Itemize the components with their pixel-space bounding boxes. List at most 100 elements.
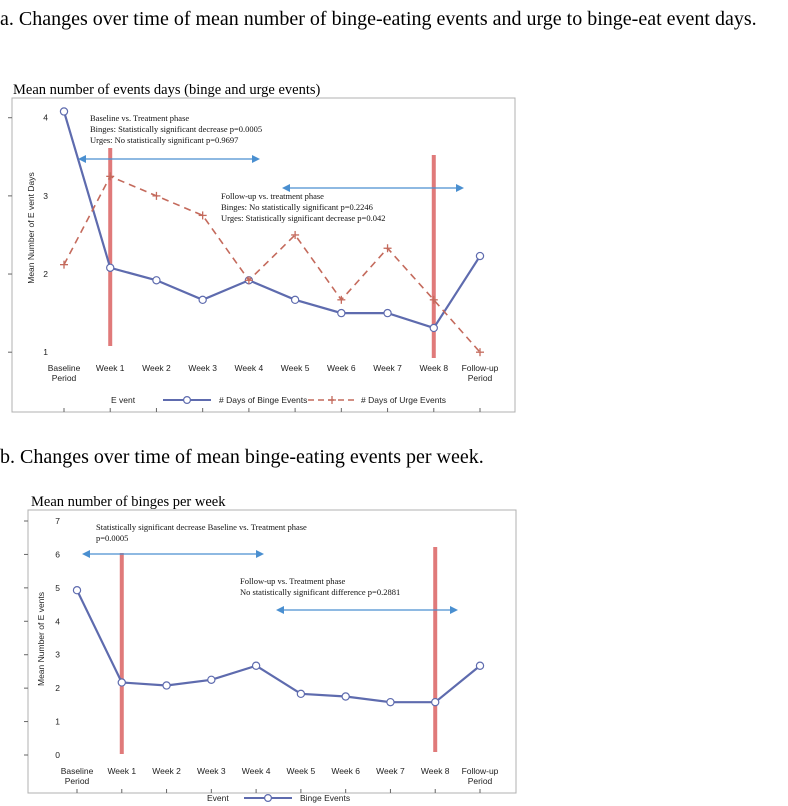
- chart-b-y-tick-label: 0: [55, 750, 60, 760]
- chart-b-double-arrow: [276, 606, 458, 614]
- chart-b-arrow-head-left: [82, 550, 90, 558]
- chart-a-annotation: Baseline vs. Treatment phase Binges: Stat…: [90, 113, 262, 145]
- chart-b-y-tick-label: 2: [55, 683, 60, 693]
- chart-b-point-circle: [162, 681, 171, 690]
- chart-a-arrow-head-left: [78, 155, 86, 163]
- chart-b-y-axis-label: Mean Number of E vents: [36, 592, 46, 686]
- chart-b-double-arrow: [82, 550, 264, 558]
- chart-a-annotation-line: Baseline vs. Treatment phase: [90, 113, 189, 123]
- chart-a-legend-entry-label: # Days of Binge Events: [219, 395, 307, 405]
- chart-a-x-tick-label: Week 2: [142, 363, 171, 373]
- chart-b-x-tick-label: Week 3: [197, 766, 226, 776]
- chart-b-point-circle: [207, 675, 216, 684]
- chart-b-x-tick-label-line: Period: [65, 776, 90, 786]
- chart-a-point-plus: [152, 191, 161, 200]
- chart-a-x-tick-label: Week 7: [373, 363, 402, 373]
- chart-b-y-tick-label: 6: [55, 549, 60, 559]
- chart-a-x-tick-label-line: Period: [468, 373, 493, 383]
- chart-b-point-circle: [251, 661, 261, 670]
- chart-a-x-tick-label: Week 1: [96, 363, 125, 373]
- chart-b-x-tick-label-line: Period: [468, 776, 493, 786]
- chart-a-x-tick-label: Follow-up Period: [462, 363, 499, 383]
- chart-b-legend-entry-label: Binge Events: [300, 793, 350, 803]
- chart-b-x-tick-label: Week 6: [331, 766, 360, 776]
- chart-a-y-tick-label: 4: [43, 113, 48, 123]
- chart-b-x-tick-label-line: Baseline: [61, 766, 94, 776]
- chart-b-annotation: Follow-up vs. Treatment phase No statisti…: [240, 576, 400, 597]
- chart-b-point-circle: [431, 697, 440, 707]
- chart-b-x-tick-label: Week 7: [376, 766, 405, 776]
- chart-a-double-arrow: [78, 155, 260, 163]
- chart-a-arrow-head-right: [456, 184, 464, 192]
- chart-a-legend-title: E vent: [111, 395, 136, 405]
- chart-a-annotation-line: Follow-up vs. treatment phase: [221, 191, 324, 201]
- chart-b-x-tick-label: Week 5: [287, 766, 316, 776]
- chart-b-plot-frame: [27, 509, 517, 794]
- chart-b-annotation-line: Statistically significant decrease Basel…: [96, 522, 307, 532]
- chart-b-point-circle: [72, 585, 82, 595]
- chart-b-title: Mean number of binges per week: [31, 494, 226, 510]
- chart-a-x-tick-label-line: Baseline: [48, 363, 81, 373]
- chart-a-annotation: Follow-up vs. treatment phase Binges: No …: [221, 191, 385, 223]
- chart-a-x-tick-label: Baseline Period: [48, 363, 81, 383]
- chart-a-point-plus: [429, 295, 438, 304]
- chart-a-point-plus: [60, 260, 68, 269]
- chart-a-arrow-head-right: [252, 155, 260, 163]
- chart-b-x-tick-label: Week 2: [152, 766, 181, 776]
- chart-b-arrow-head-right: [256, 550, 264, 558]
- chart-b-point-circle: [117, 678, 126, 687]
- chart-a-point-circle: [429, 323, 438, 333]
- chart-a-x-tick-label: Week 5: [281, 363, 310, 373]
- chart-b-annotation-line: p=0.0005: [96, 533, 128, 543]
- chart-a-series-line-1: [62, 111, 481, 330]
- chart-b-x-tick-label: Week 8: [421, 766, 450, 776]
- chart-a-double-arrow: [282, 184, 464, 192]
- chart-b-annotation-line: No statistically significant difference …: [240, 587, 400, 597]
- chart-a-x-tick-label: Week 3: [188, 363, 217, 373]
- chart-a-x-tick-label: Week 8: [419, 363, 448, 373]
- chart-a-point-circle: [59, 107, 69, 116]
- chart-a-point-circle: [383, 308, 392, 318]
- chart-a-annotation-line: Urges: No statistically significant p=0.…: [90, 135, 238, 145]
- chart-b-x-tick-label-line: Follow-up: [462, 766, 499, 776]
- chart-a-point-plus: [106, 172, 115, 181]
- chart-b-x-tick-label: Week 1: [107, 766, 136, 776]
- chart-a-point-plus: [198, 211, 207, 220]
- chart-b-arrow-head-left: [276, 606, 284, 614]
- chart-a-series-line-2: [63, 175, 481, 353]
- chart-b-point-circle: [386, 697, 395, 707]
- chart-a-x-tick-label: Week 4: [235, 363, 264, 373]
- chart-a-y-tick-label: 3: [43, 191, 48, 201]
- chart-a-point-circle: [152, 276, 161, 285]
- chart-b-y-tick-label: 4: [55, 616, 60, 626]
- chart-a-annotation-line: Urges: Statistically significant decreas…: [221, 213, 385, 223]
- chart-b-point-circle: [475, 661, 485, 670]
- chart-a-title: Mean number of events days (binge and ur…: [13, 82, 321, 98]
- chart-a-point-plus: [383, 244, 392, 253]
- chart-a-point-circle: [198, 295, 207, 305]
- chart-a-legend-entry-label: # Days of Urge Events: [361, 395, 446, 405]
- chart-a-legend-marker-plus: [328, 396, 336, 404]
- chart-b-y-tick-label: 7: [55, 516, 60, 526]
- chart-b-x-tick-label: Follow-up Period: [462, 766, 499, 786]
- chart-b-series-line-1: [76, 589, 481, 704]
- chart-b-annotation-line: Follow-up vs. Treatment phase: [240, 576, 346, 586]
- chart-a-point-plus: [337, 295, 346, 304]
- chart-a-annotation-line: Binges: No statistically significant p=0…: [221, 202, 373, 212]
- chart-b-y-tick-label: 1: [55, 717, 60, 727]
- chart-a-point-plus: [244, 276, 253, 285]
- chart-a-point-circle: [475, 251, 485, 261]
- chart-a-y-axis-label: Mean Number of E vent Days: [26, 172, 36, 284]
- chart-a-y-tick-label: 1: [43, 347, 48, 357]
- chart-b-arrow-head-right: [450, 606, 458, 614]
- chart-a-legend-marker-circle: [183, 396, 192, 405]
- chart-a-x-tick-label-line: Period: [52, 373, 77, 383]
- figure-caption-a: a. Changes over time of mean number of b…: [0, 8, 757, 30]
- chart-a-point-plus: [291, 230, 300, 239]
- chart-a-arrow-head-left: [282, 184, 290, 192]
- chart-b-x-tick-label: Baseline Period: [61, 766, 94, 786]
- chart-b-x-tick-label: Week 4: [242, 766, 271, 776]
- chart-b-y-tick-label: 5: [55, 583, 60, 593]
